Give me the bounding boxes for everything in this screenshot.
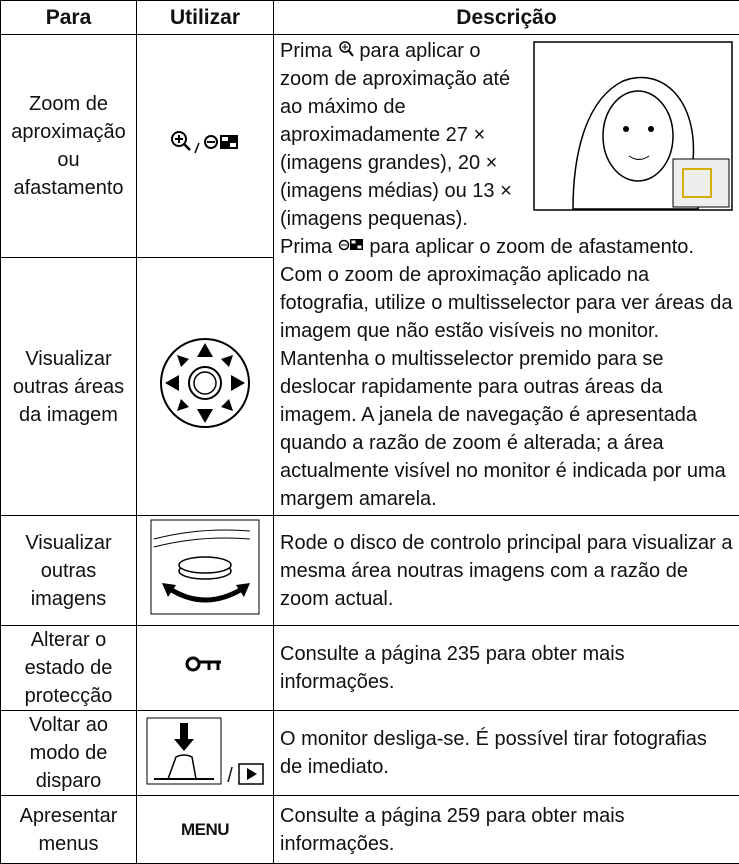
desc-text: para aplicar o zoom de aproximação até a…	[280, 40, 512, 258]
menu-button-label: MENU	[181, 820, 229, 839]
multiselector-icon	[155, 333, 255, 433]
use-cell	[137, 516, 274, 626]
use-cell: /	[137, 711, 274, 796]
para-cell: Zoom de aproximação ou afastamento	[1, 35, 137, 258]
row: Zoom de aproximação ou afastamento	[1, 35, 739, 258]
row: Alterar o estado de protecção Consulte a…	[1, 626, 739, 711]
use-cell: MENU	[137, 796, 274, 864]
row: Voltar ao modo de disparo / O monitor de…	[1, 711, 739, 796]
row: Visualizar outras imagens Rode o disco d…	[1, 516, 739, 626]
desc-cell: Consulte a página 235 para obter mais in…	[274, 626, 739, 711]
shutter-icon	[146, 717, 222, 785]
dial-icon	[150, 519, 260, 615]
header-cell: Para	[1, 1, 137, 35]
desc-cell: Rode o disco de controlo principal para …	[274, 516, 739, 626]
header-cell: Utilizar	[137, 1, 274, 35]
row: Apresentar menus MENU Consulte a página …	[1, 796, 739, 864]
header-cell: Descrição	[274, 1, 739, 35]
para-cell: Visualizar outras imagens	[1, 516, 137, 626]
para-cell: Alterar o estado de protecção	[1, 626, 137, 711]
play-icon	[238, 763, 264, 785]
desc-cell: Consulte a página 259 para obter mais in…	[274, 796, 739, 864]
separator: /	[227, 765, 233, 787]
para-cell: Apresentar menus	[1, 796, 137, 864]
zoom-icons	[165, 127, 245, 157]
use-cell	[137, 258, 274, 516]
desc-text: para aplicar o zoom de afastamento. Com …	[280, 236, 732, 510]
para-cell: Voltar ao modo de disparo	[1, 711, 137, 796]
desc-cell: Prima para aplicar o zoom de aproximação…	[274, 35, 739, 516]
desc-text: Prima	[280, 40, 332, 62]
zoom-in-icon	[338, 40, 354, 60]
use-cell	[137, 35, 274, 258]
page: Para Utilizar Descrição Zoom de aproxima…	[0, 0, 739, 837]
zoom-out-icon	[338, 236, 364, 256]
portrait-illustration	[533, 41, 733, 211]
protect-icon	[185, 654, 225, 674]
use-cell	[137, 626, 274, 711]
desc-cell: O monitor desliga-se. É possível tirar f…	[274, 711, 739, 796]
para-cell: Visualizar outras áreas da imagem	[1, 258, 137, 516]
header-row: Para Utilizar Descrição	[1, 1, 739, 35]
